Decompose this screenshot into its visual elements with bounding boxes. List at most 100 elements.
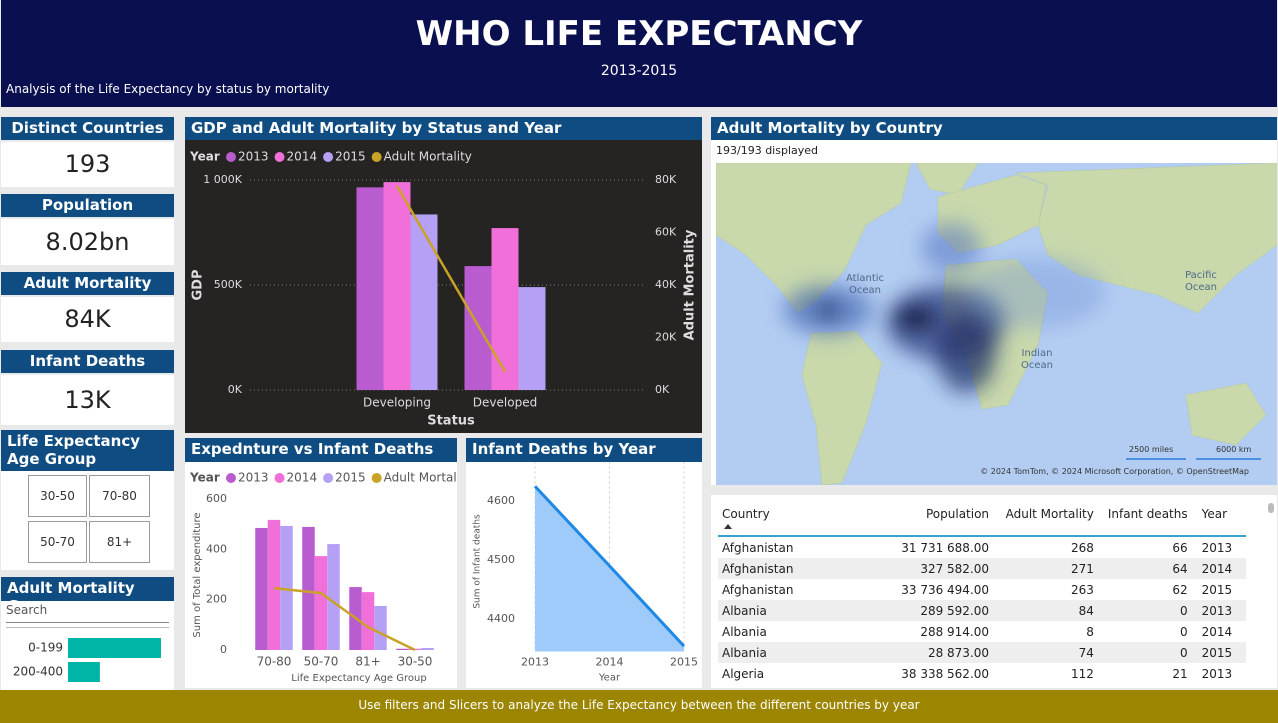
line [395, 185, 507, 373]
legend-label: Adult Mortality [384, 150, 472, 164]
slicer-option[interactable]: 30-50 [28, 475, 87, 517]
slicer-title: Adult Mortality Group [1, 577, 174, 615]
y-tick-label: 600 [206, 492, 227, 505]
y2-tick-label: 0K [655, 383, 670, 396]
map-panel: 193/193 displayed Atlantic Ocean Pacific… [711, 140, 1277, 485]
bar [314, 556, 328, 650]
heatmap [783, 223, 1106, 393]
legend-title: Year [189, 150, 220, 164]
map-title: Adult Mortality by Country [711, 117, 1277, 140]
ocean-label: Pacific Ocean [1185, 270, 1217, 293]
column-header[interactable]: Year [1191, 503, 1246, 537]
y2-tick-label: 40K [655, 278, 677, 291]
divider [6, 627, 169, 628]
cell: 38 338 562.00 [901, 666, 990, 681]
y-tick-label: 4500 [487, 553, 515, 566]
cell: 74 [1078, 645, 1094, 660]
title: WHO LIFE EXPECTANCY [415, 14, 863, 54]
cell: 8 [1086, 624, 1094, 639]
y2-axis-label: Adult Mortality [683, 229, 698, 340]
kpi-value: 8.02bn [1, 219, 174, 265]
bar [302, 526, 315, 650]
cell: 66 [1172, 540, 1188, 555]
bar [421, 647, 434, 650]
bar [518, 287, 546, 390]
cell: Afghanistan [722, 561, 794, 576]
cell: 2014 [1201, 624, 1233, 639]
kpi-label: Population [1, 194, 174, 217]
cell: 84 [1078, 603, 1094, 618]
kpi-label: Adult Mortality [1, 272, 174, 295]
x-tick-label: 30-50 [398, 655, 433, 669]
y-tick-label: 400 [206, 542, 227, 555]
chart-title: Expednture vs Infant Deaths [185, 438, 457, 462]
subtitle: 2013-2015 [600, 63, 678, 79]
slicer-option[interactable]: 50-70 [28, 521, 87, 563]
cell: 0 [1179, 645, 1188, 660]
area-chart: 4400 4500 4600 2013 2014 2015 Year Sum of Infan… [466, 462, 702, 688]
table-row: Afghanistan 327 582.00 271 64 2014 [718, 558, 1246, 579]
y-axis-label: Sum of Infant deaths [473, 514, 483, 609]
column-header[interactable]: Population [854, 503, 994, 537]
cell: Albania [722, 603, 767, 618]
bar [68, 662, 100, 682]
table-row: Albania 288 914.00 8 0 2014 [718, 621, 1246, 642]
x-tick-label: 70-80 [257, 655, 292, 669]
bar [356, 187, 384, 390]
column-header[interactable]: Adult Mortality [993, 503, 1098, 537]
search-box[interactable]: Search [6, 603, 169, 623]
cell: 28 873.00 [927, 645, 990, 660]
x-tick-label: Developing [363, 396, 431, 410]
scrollbar[interactable] [1268, 503, 1274, 513]
slicer-option[interactable]: 81+ [89, 521, 150, 563]
bar [374, 605, 387, 650]
y-tick-label: 500K [214, 278, 243, 291]
data-table: Country Population Adult Mortality Infant d… [718, 503, 1246, 684]
attribution: © 2024 TomTom, © 2024 Microsoft Corporat… [980, 467, 1249, 476]
legend-label: 2013 [238, 471, 269, 485]
column-header[interactable]: Country [718, 503, 855, 537]
x-axis-label: Status [427, 414, 475, 429]
x-tick-label: Developed [473, 396, 537, 410]
y-axis-label: Sum of Total expenditure [192, 512, 203, 637]
bar [68, 638, 161, 658]
cell: Afghanistan [722, 540, 794, 555]
column-header[interactable]: Infant deaths [1097, 503, 1192, 537]
sort-arrow[interactable] [724, 524, 732, 529]
cell: 327 582.00 [920, 561, 990, 576]
hbar-chart: 0-199 200-400 [13, 638, 161, 682]
y-tick-label: 0K [228, 383, 243, 396]
map-status: 193/193 displayed [716, 144, 819, 157]
y-tick-label: 4600 [487, 494, 515, 507]
header: WHO LIFE EXPECTANCY 2013-2015 Analysis o… [1, 0, 1277, 107]
cell: 33 736 494.00 [901, 582, 990, 597]
legend-marker [274, 152, 285, 162]
y-axis-label: GDP [191, 270, 206, 301]
scale-label: 6000 km [1216, 445, 1252, 454]
cell: 2015 [1201, 582, 1233, 597]
slicer-option[interactable]: 70-80 [89, 475, 150, 517]
y-tick-label: 200 [206, 593, 227, 606]
x-axis-label: Year [598, 672, 621, 683]
x-tick-label: 2015 [670, 655, 698, 668]
bar [396, 648, 409, 650]
cell: 0 [1179, 624, 1188, 639]
category-label: 200-400 [13, 665, 63, 679]
y2-tick-label: 80K [655, 173, 677, 186]
kpi-label: Infant Deaths [1, 350, 174, 373]
category-label: 0-199 [28, 641, 63, 655]
y-tick-label: 0 [220, 643, 227, 656]
ocean-label: Indian Ocean [1021, 348, 1053, 371]
kpi-label: Distinct Countries [1, 117, 174, 140]
table: Country Population Adult Mortality Infant d… [718, 503, 1246, 688]
chart-title: GDP and Adult Mortality by Status and Ye… [185, 117, 702, 140]
cell: 2013 [1201, 603, 1233, 618]
cell: Afghanistan [722, 582, 794, 597]
legend-label: Adult Mortality [384, 471, 457, 485]
x-tick-label: 2014 [596, 655, 624, 668]
legend-marker [226, 473, 236, 483]
x-tick-label: 81+ [355, 655, 380, 669]
legend-marker [226, 152, 236, 162]
line [533, 485, 686, 648]
table-row: Albania 28 873.00 74 0 2015 [718, 642, 1246, 663]
